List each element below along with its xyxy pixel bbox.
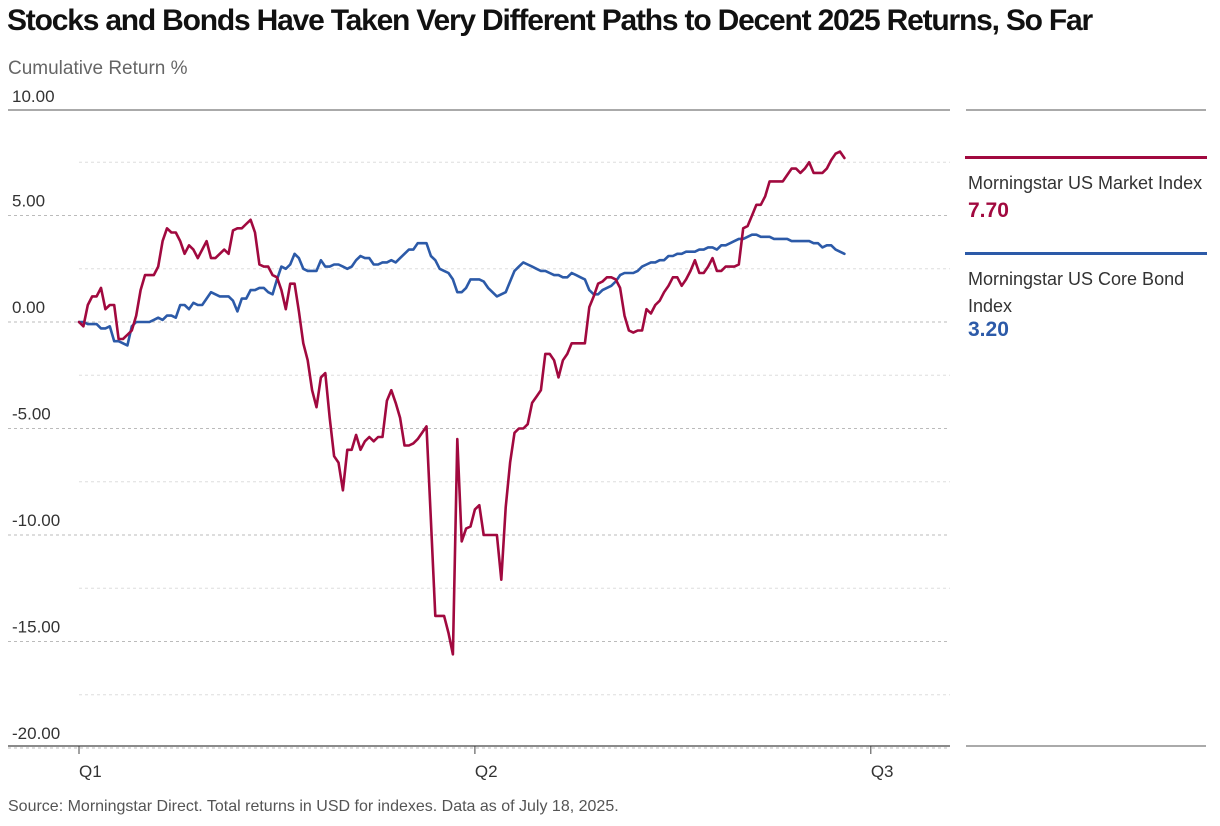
chart-subtitle: Cumulative Return % bbox=[8, 58, 188, 79]
y-tick-label: 10.00 bbox=[12, 87, 55, 106]
x-axis-ticks: Q1 Q2 Q3 bbox=[78, 746, 894, 781]
x-tick-label: Q2 bbox=[475, 762, 498, 781]
legend-swatch-bond bbox=[965, 252, 1207, 255]
y-tick-label: -10.00 bbox=[12, 511, 60, 530]
legend-value-bond: 3.20 bbox=[968, 318, 1009, 341]
chart-title: Stocks and Bonds Have Taken Very Differe… bbox=[7, 4, 1093, 37]
legend-label-bond: Morningstar US Core Bond Index bbox=[968, 269, 1185, 316]
legend-swatch-market bbox=[965, 156, 1207, 159]
grid-lines bbox=[8, 109, 1206, 749]
y-axis-ticks: 10.00 5.00 0.00 -5.00 -10.00 -15.00 -20.00 bbox=[12, 87, 60, 743]
legend-value-market: 7.70 bbox=[968, 199, 1009, 222]
legend-label-market: Morningstar US Market Index bbox=[968, 173, 1203, 193]
y-tick-label: 5.00 bbox=[12, 192, 45, 211]
series-lines bbox=[77, 150, 846, 656]
series-line-market bbox=[77, 150, 846, 656]
y-tick-label: 0.00 bbox=[12, 298, 45, 317]
y-tick-label: -5.00 bbox=[12, 405, 51, 424]
x-tick-label: Q3 bbox=[871, 762, 894, 781]
y-tick-label: -15.00 bbox=[12, 618, 60, 637]
x-tick-label: Q1 bbox=[79, 762, 102, 781]
source-note: Source: Morningstar Direct. Total return… bbox=[8, 798, 619, 815]
series-line-bond bbox=[77, 233, 846, 347]
y-tick-label: -20.00 bbox=[12, 724, 60, 743]
